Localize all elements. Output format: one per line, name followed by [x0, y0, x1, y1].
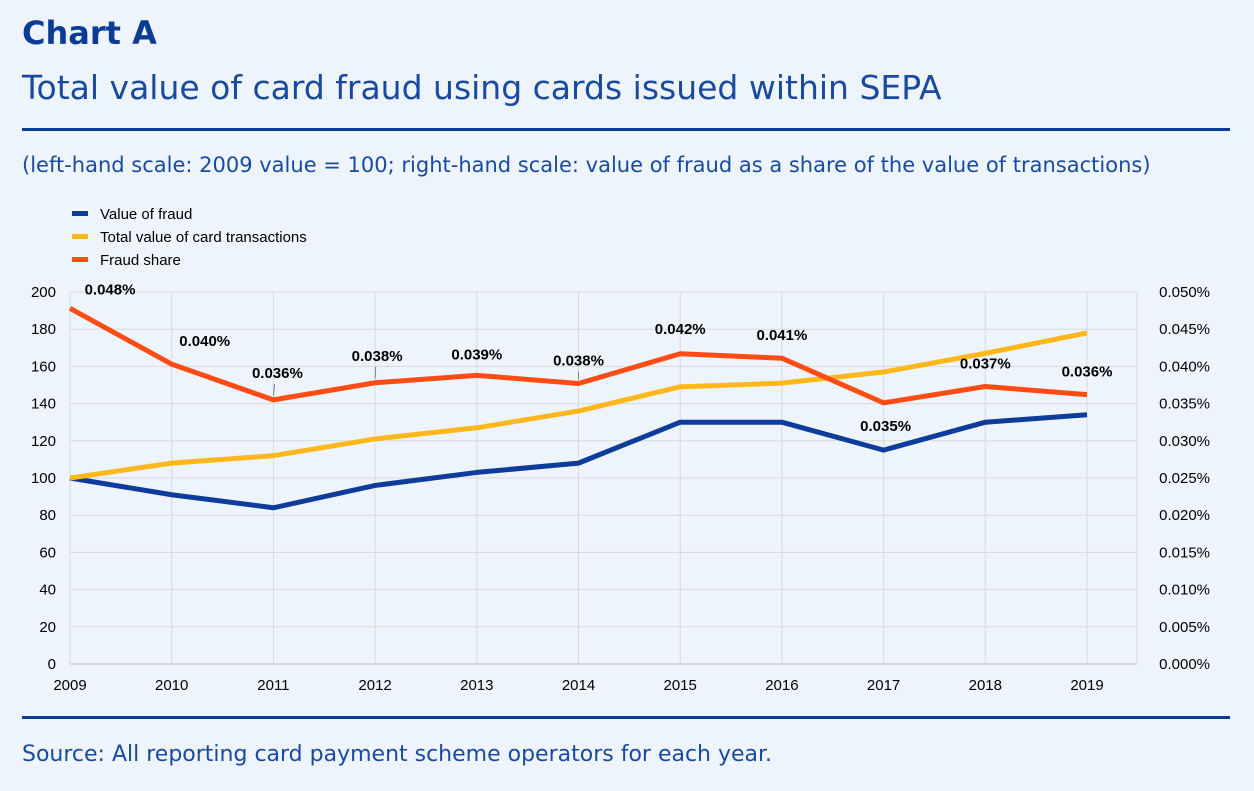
label-leader — [272, 383, 276, 396]
x-tick-label: 2017 — [867, 677, 900, 694]
fraud-share-line — [68, 306, 1088, 406]
series-lines — [68, 306, 1088, 511]
x-tick-label: 2009 — [53, 677, 86, 694]
y-right-tick-label: 0.015% — [1159, 544, 1210, 561]
x-axis: 2009 2010 2011 2012 2013 2014 2015 2016 2017 2018… — [53, 663, 1137, 694]
x-tick-label: 2012 — [358, 677, 391, 694]
fraud-share-data-label: 0.040% — [179, 333, 230, 350]
x-tick-label: 2010 — [155, 677, 188, 694]
top-rule — [22, 128, 1230, 131]
y-left-tick-label: 20 — [39, 619, 56, 636]
fraud-share-data-label: 0.036% — [1062, 364, 1113, 381]
x-tick-label: 2013 — [460, 677, 493, 694]
fraud-share-data-label: 0.038% — [553, 353, 604, 370]
legend-entry: Value of fraud — [100, 206, 192, 223]
legend: Value of fraud Total value of card transa… — [72, 206, 307, 269]
y-right-tick-label: 0.025% — [1159, 470, 1210, 487]
chart-subtitle: (left-hand scale: 2009 value = 100; righ… — [22, 153, 1151, 177]
y-right-tick-label: 0.030% — [1159, 433, 1210, 450]
legend-swatch — [72, 257, 88, 262]
y-left-tick-label: 120 — [31, 433, 56, 450]
legend-swatch — [72, 234, 88, 239]
legend-entry: Fraud share — [100, 252, 181, 269]
x-tick-label: 2016 — [765, 677, 798, 694]
fraud-share-data-label: 0.036% — [252, 365, 303, 382]
y-left-tick-label: 160 — [31, 358, 56, 375]
y-left-tick-label: 100 — [31, 470, 56, 487]
fraud-share-data-label: 0.038% — [352, 348, 403, 365]
fraud-share-data-label: 0.035% — [860, 418, 911, 435]
x-tick-label: 2011 — [257, 677, 289, 694]
y-axis-right: 0.000% 0.005% 0.010% 0.015% 0.020% 0.025% 0.03… — [1159, 284, 1210, 673]
y-right-tick-label: 0.005% — [1159, 619, 1210, 636]
y-right-tick-label: 0.040% — [1159, 358, 1210, 375]
y-right-tick-label: 0.045% — [1159, 321, 1210, 338]
legend-entry: Total value of card transactions — [100, 229, 307, 246]
x-tick-label: 2019 — [1070, 677, 1103, 694]
y-left-tick-label: 140 — [31, 396, 56, 413]
legend-swatch — [72, 211, 88, 216]
fraud-share-data-label: 0.042% — [655, 321, 706, 338]
label-leader — [374, 366, 377, 379]
y-left-tick-label: 200 — [31, 284, 56, 301]
y-right-tick-label: 0.035% — [1159, 396, 1210, 413]
y-left-tick-label: 180 — [31, 321, 56, 338]
data-labels: 0.048% 0.040% 0.036% 0.038% 0.039% 0.038% 0.04… — [85, 281, 1113, 434]
source-note: Source: All reporting card payment schem… — [22, 742, 773, 767]
y-left-tick-label: 40 — [39, 582, 56, 599]
y-right-tick-label: 0.020% — [1159, 507, 1210, 524]
grid — [69, 291, 1138, 665]
fraud-share-data-label: 0.039% — [451, 346, 502, 363]
y-left-tick-label: 0 — [48, 656, 56, 673]
chart-label: Chart A — [22, 14, 157, 52]
line-chart: Value of fraud Total value of card transa… — [31, 206, 1210, 694]
y-left-tick-label: 80 — [39, 507, 56, 524]
y-axis-left: 0 20 40 60 80 100 120 140 160 180 200 — [31, 284, 56, 673]
bottom-rule — [22, 716, 1230, 719]
value-of-fraud-line — [69, 412, 1088, 511]
fraud-share-data-label: 0.037% — [960, 355, 1011, 372]
y-right-tick-label: 0.000% — [1159, 656, 1210, 673]
x-tick-label: 2018 — [969, 677, 1002, 694]
fraud-share-data-label: 0.048% — [85, 281, 136, 298]
x-tick-label: 2014 — [562, 677, 595, 694]
y-left-tick-label: 60 — [39, 544, 56, 561]
chart-title: Total value of card fraud using cards is… — [22, 68, 942, 107]
y-right-tick-label: 0.050% — [1159, 284, 1210, 301]
y-right-tick-label: 0.010% — [1159, 582, 1210, 599]
fraud-share-data-label: 0.041% — [756, 327, 807, 344]
x-tick-label: 2015 — [664, 677, 697, 694]
total-value-line — [69, 330, 1088, 481]
